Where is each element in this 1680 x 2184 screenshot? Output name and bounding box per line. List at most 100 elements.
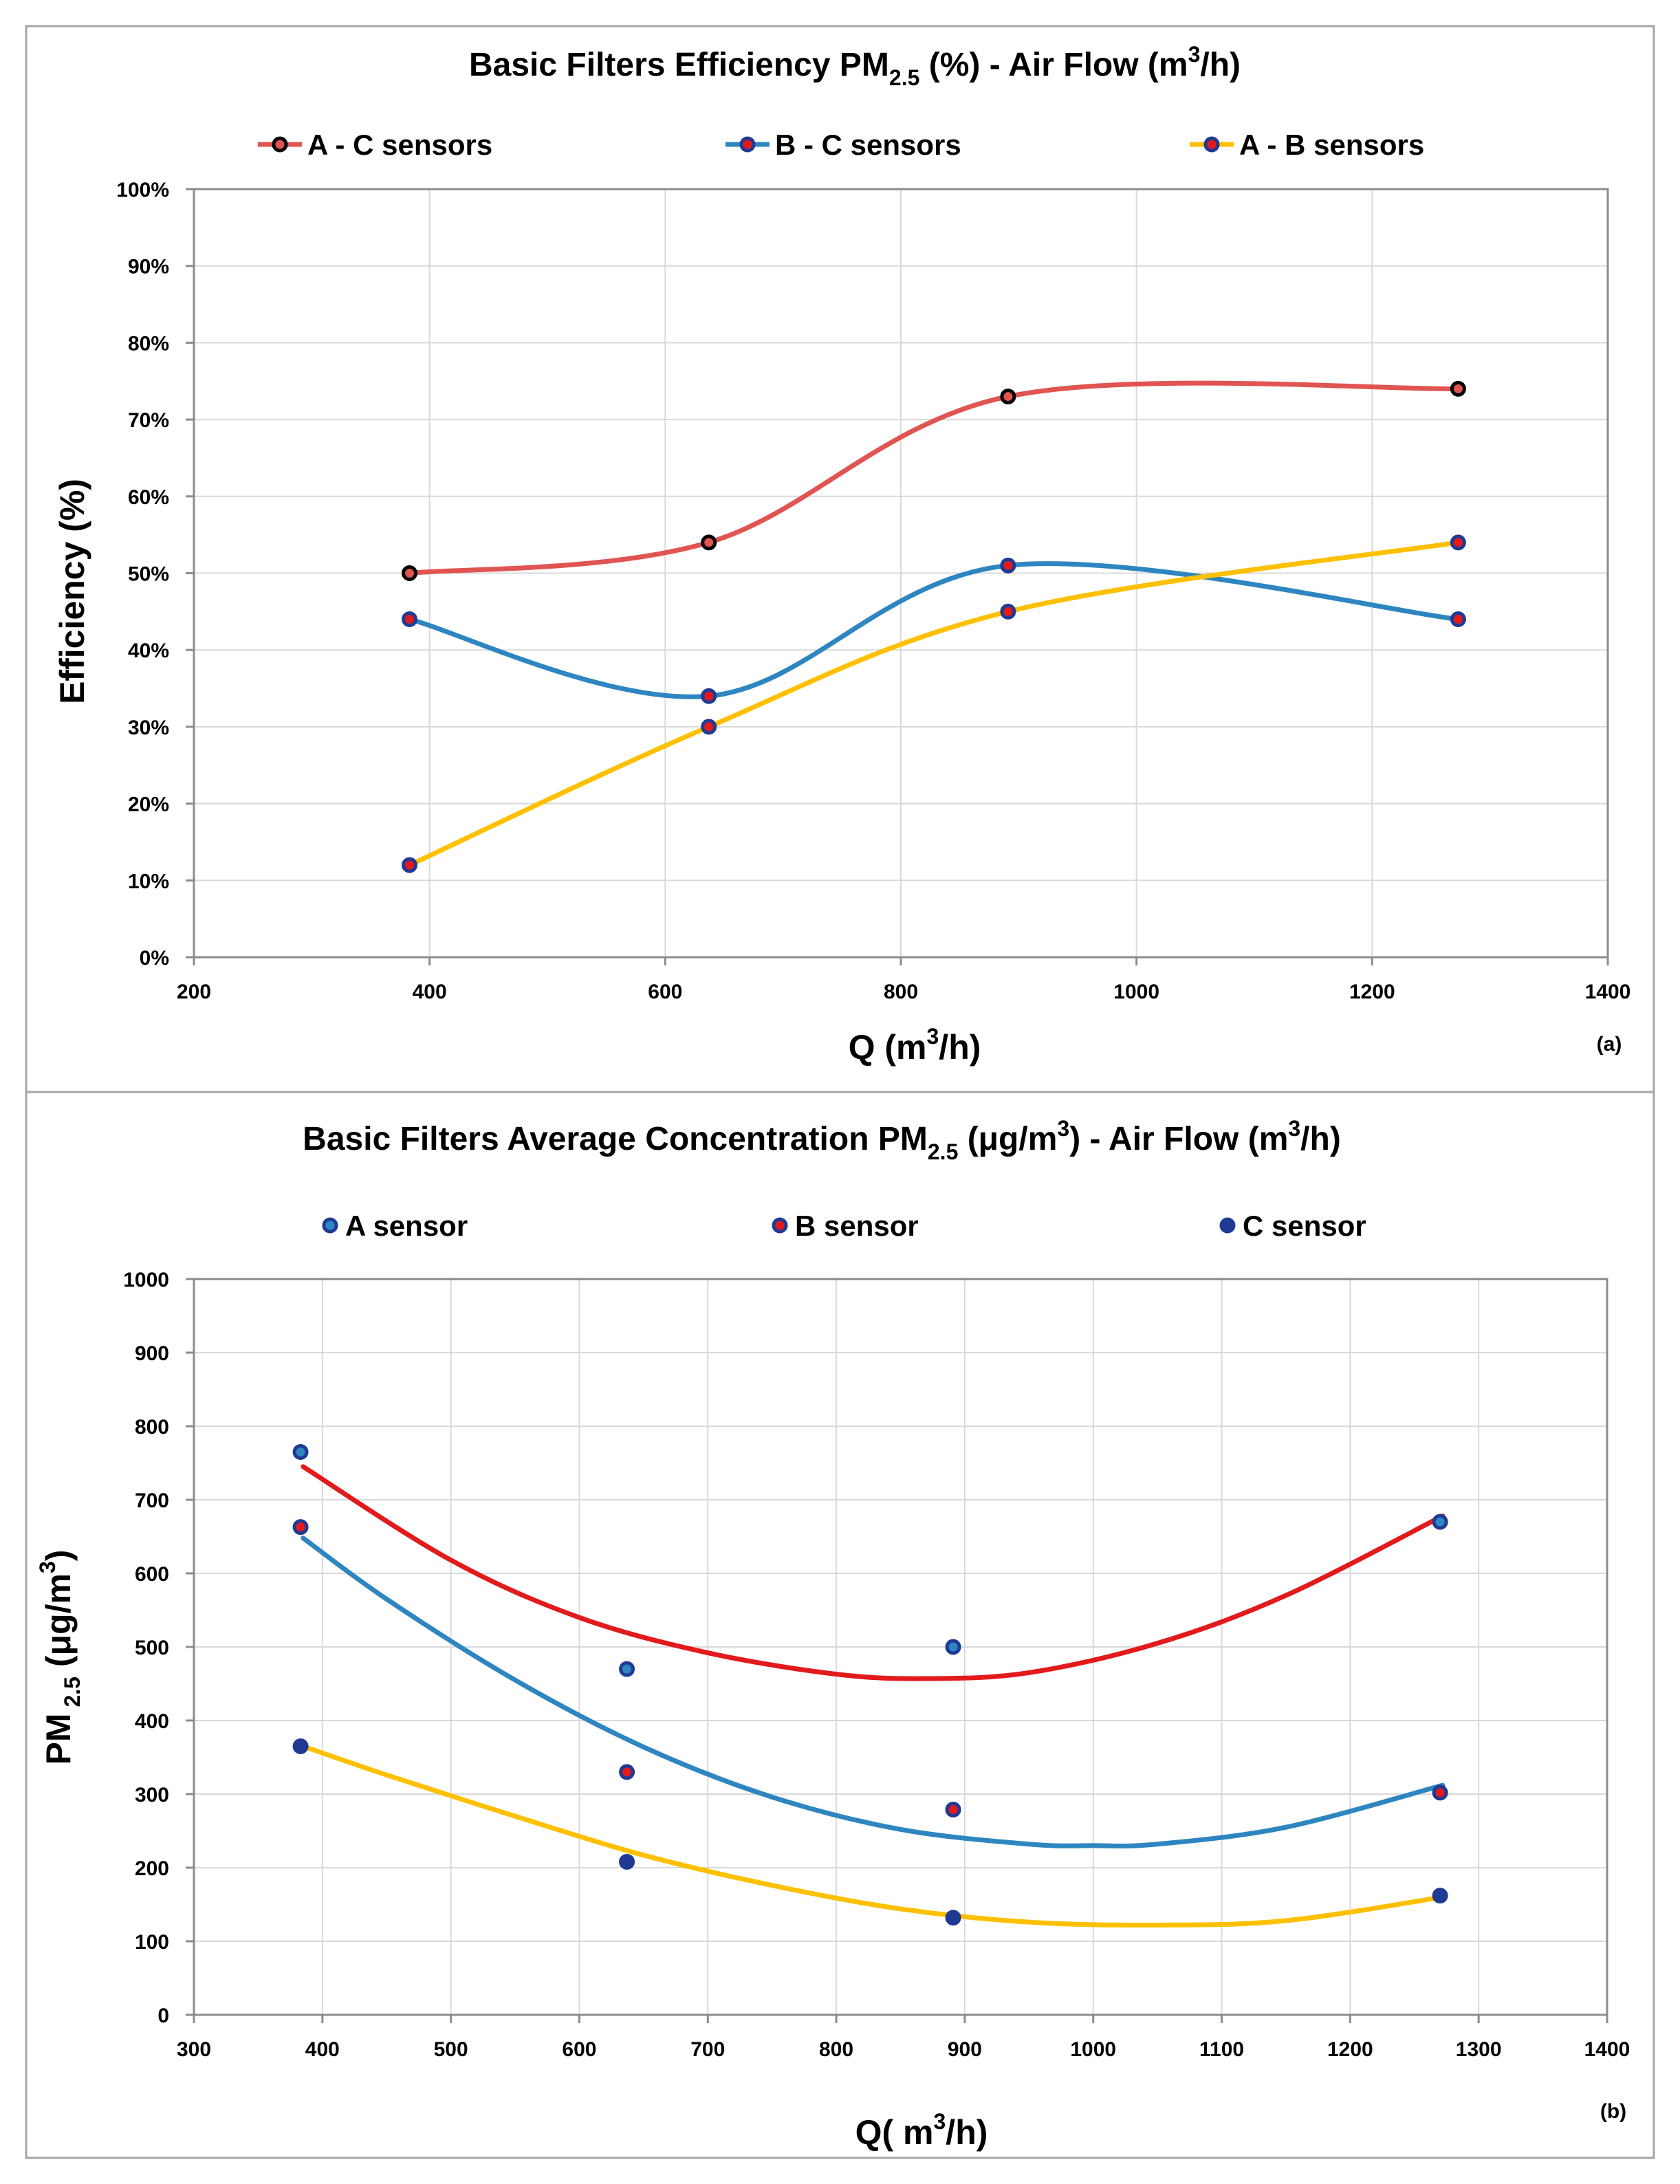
data-point xyxy=(701,534,717,551)
y-tick-label: 300 xyxy=(135,1784,169,1806)
chart-b-legend: A sensor B sensor C sensor xyxy=(322,1210,1366,1242)
legend-item-a-b-sensors: A - B sensors xyxy=(1190,129,1424,161)
chart-a-y-ticks: 0% 10% 20% 30% 40% 50% 60% 70% 80% 90% 100% xyxy=(116,179,194,970)
y-tick-label: 10% xyxy=(128,870,169,893)
chart-a-series xyxy=(402,380,1466,873)
y-tick-label: 90% xyxy=(128,256,169,279)
chart-a-x-ticks: 200 400 600 800 1000 1200 1400 xyxy=(177,957,1630,1003)
legend-label: A sensor xyxy=(345,1210,468,1242)
legend-swatch-marker xyxy=(272,136,288,153)
panel-b-frame xyxy=(25,1091,1655,2159)
y-tick-label: 40% xyxy=(128,640,169,662)
series-line xyxy=(407,561,1461,699)
chart-a-title: Basic Filters Efficiency PM2.5 (%) - Air… xyxy=(469,42,1241,90)
data-point xyxy=(945,1910,961,1926)
trend-line xyxy=(301,1743,1446,1928)
data-point xyxy=(1450,611,1466,628)
legend-swatch-marker xyxy=(322,1217,338,1234)
x-tick-label: 1400 xyxy=(1584,2038,1630,2061)
legend-label: B - C sensors xyxy=(775,129,961,161)
y-tick-label: 400 xyxy=(135,1710,169,1733)
data-point xyxy=(945,1801,961,1817)
series-line xyxy=(407,380,1461,576)
legend-item-c-sensor: C sensor xyxy=(1219,1210,1366,1242)
y-tick-label: 900 xyxy=(135,1342,169,1365)
x-tick-label: 600 xyxy=(562,2038,596,2061)
legend-swatch-marker xyxy=(772,1217,788,1234)
chart-a-gridlines xyxy=(194,189,1608,957)
legend-swatch-marker xyxy=(1219,1217,1236,1234)
y-tick-label: 60% xyxy=(128,486,169,509)
series-line xyxy=(407,540,1461,868)
data-point xyxy=(292,1738,309,1754)
chart-b-y-label: PM 2.5 (μg/m3) xyxy=(35,1550,85,1765)
chart-b-x-label: Q( m3/h) xyxy=(855,2109,988,2152)
data-point xyxy=(1450,534,1466,551)
data-point xyxy=(402,565,418,581)
trend-line xyxy=(301,1536,1446,1849)
x-tick-label: 400 xyxy=(413,981,447,1003)
series-c-sensor xyxy=(292,1738,1448,1928)
data-point xyxy=(619,1853,635,1870)
series-a-sensor xyxy=(292,1443,1448,1681)
legend-label: B sensor xyxy=(795,1210,919,1242)
data-point xyxy=(1432,1514,1448,1530)
y-tick-label: 500 xyxy=(135,1637,169,1659)
x-tick-label: 800 xyxy=(819,2038,853,2061)
data-point xyxy=(701,688,717,704)
x-tick-label: 1400 xyxy=(1585,981,1631,1003)
x-tick-label: 600 xyxy=(648,981,682,1003)
trend-line xyxy=(301,1464,1446,1681)
chart-a-legend: A - C sensors B - C sensors A - B sensors xyxy=(258,129,1424,161)
x-tick-label: 1200 xyxy=(1349,981,1395,1003)
series-b-sensor xyxy=(292,1519,1448,1849)
chart-b-y-ticks: 0 100 200 300 400 500 600 700 800 900 1000 xyxy=(123,1269,194,2027)
y-tick-label: 100 xyxy=(135,1931,169,1954)
y-tick-label: 0% xyxy=(140,947,169,970)
x-tick-label: 1100 xyxy=(1199,2038,1244,2061)
series-a-b-sensors xyxy=(402,534,1466,873)
data-point xyxy=(701,719,717,735)
legend-item-a-c-sensors: A - C sensors xyxy=(258,129,492,161)
legend-label: C sensor xyxy=(1243,1210,1366,1242)
legend-swatch-marker xyxy=(739,136,756,153)
y-tick-label: 0 xyxy=(157,2005,169,2027)
chart-b-panel-label: (b) xyxy=(1600,2100,1626,2123)
chart-a-panel-label: (a) xyxy=(1597,1033,1622,1056)
efficiency-chart: Basic Filters Efficiency PM2.5 (%) - Air… xyxy=(53,42,1630,1067)
y-tick-label: 200 xyxy=(135,1857,169,1880)
x-tick-label: 400 xyxy=(305,2038,340,2061)
y-tick-label: 1000 xyxy=(123,1269,169,1291)
legend-label: A - B sensors xyxy=(1239,129,1424,161)
chart-b-title: Basic Filters Average Concentration PM2.… xyxy=(303,1116,1341,1164)
data-point xyxy=(945,1639,961,1655)
legend-label: A - C sensors xyxy=(307,129,492,161)
x-tick-label: 1000 xyxy=(1113,981,1159,1003)
data-point xyxy=(1450,380,1466,397)
x-tick-label: 200 xyxy=(177,981,211,1003)
x-tick-label: 1000 xyxy=(1070,2038,1116,2061)
x-tick-label: 800 xyxy=(884,981,918,1003)
data-point xyxy=(402,611,418,628)
x-tick-label: 900 xyxy=(948,2038,982,2061)
data-point xyxy=(619,1764,635,1780)
panel-a-frame xyxy=(25,25,1655,1093)
chart-b-x-ticks: 300 400 500 600 700 800 900 1000 1100 1200 1300 140… xyxy=(177,2015,1630,2061)
data-point xyxy=(292,1519,309,1536)
x-tick-label: 300 xyxy=(177,2038,211,2061)
y-tick-label: 30% xyxy=(128,717,169,739)
legend-item-a-sensor: A sensor xyxy=(322,1210,468,1242)
y-tick-label: 600 xyxy=(135,1563,169,1586)
data-point xyxy=(292,1443,309,1460)
data-point xyxy=(1000,603,1016,620)
legend-swatch-marker xyxy=(1203,136,1220,153)
x-tick-label: 1300 xyxy=(1456,2038,1502,2061)
chart-b-gridlines xyxy=(194,1279,1607,2015)
y-tick-label: 50% xyxy=(128,563,169,586)
series-b-c-sensors xyxy=(402,557,1466,704)
data-point xyxy=(1432,1888,1448,1904)
y-tick-label: 70% xyxy=(128,409,169,432)
y-tick-label: 20% xyxy=(128,794,169,816)
chart-b-series xyxy=(292,1443,1448,1928)
